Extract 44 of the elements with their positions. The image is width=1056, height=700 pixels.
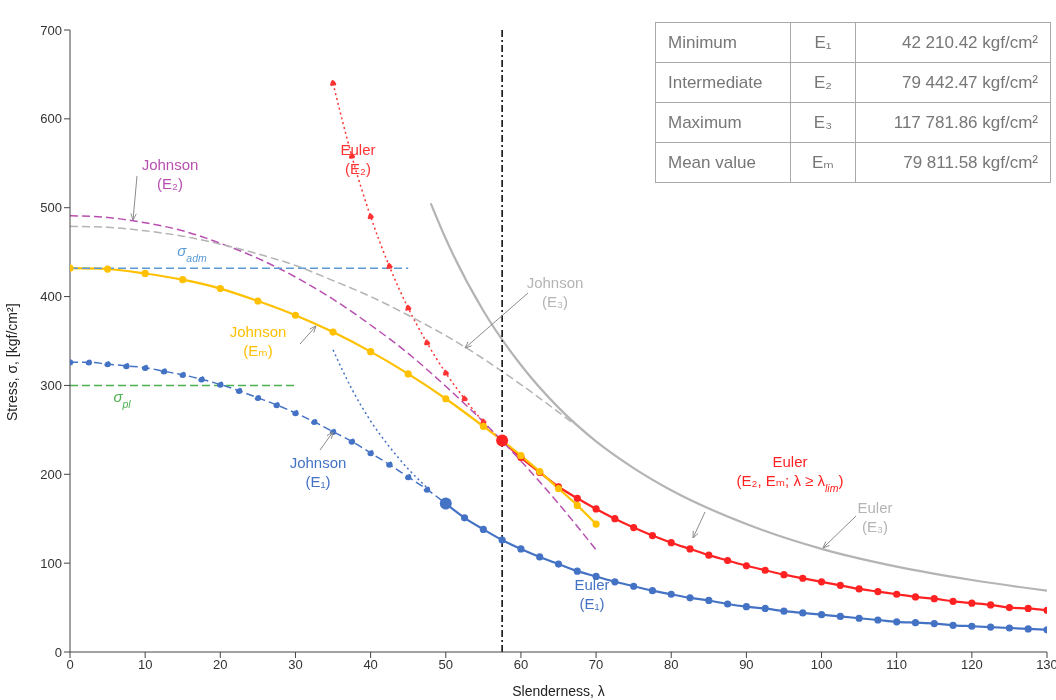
annotation: 79 442.47 kgf/cm² [855, 62, 1051, 103]
series-label: Johnson (E₂) [141, 156, 199, 192]
x-tick-label: 90 [739, 657, 754, 673]
annotation: Mean value [655, 142, 791, 183]
x-tick-label: 110 [886, 657, 908, 673]
annotation: 42 210.42 kgf/cm² [855, 22, 1051, 63]
y-tick-label: 700 [40, 22, 62, 38]
series-label: σ$_{pl}$ [113, 388, 132, 410]
annotation: 117 781.86 kgf/cm² [855, 102, 1051, 143]
y-tick-label: 100 [40, 555, 62, 571]
annotation: Maximum [655, 102, 791, 143]
x-tick-label: 10 [137, 657, 153, 673]
annotation: E₁ [790, 22, 856, 63]
y-tick-label: 0 [54, 644, 62, 660]
series-label: σ$_{adm}$ [177, 242, 207, 264]
annotation: E₂ [790, 62, 856, 103]
y-tick-label: 200 [40, 466, 62, 482]
annotation: Minimum [655, 22, 791, 63]
x-tick-label: 120 [960, 657, 983, 673]
series-label: Johnson (Eₘ) [229, 323, 287, 359]
y-tick-label: 400 [40, 289, 62, 305]
x-axis-title: Slenderness, λ [512, 683, 605, 699]
series-label: Euler (E₂) [340, 141, 376, 177]
text: Euler (E₂, Eₘ; λ ≥ λ$_{lim}$) [736, 453, 844, 494]
x-tick-label: 30 [288, 657, 303, 673]
y-tick-label: 500 [40, 200, 62, 216]
annotation: 79 811.58 kgf/cm² [855, 142, 1051, 183]
y-axis-title: Stress, σ, [kgf/cm²] [3, 303, 20, 421]
x-tick-label: 100 [810, 657, 833, 673]
annotation: Intermediate [655, 62, 791, 103]
x-tick-label: 70 [588, 657, 604, 673]
x-tick-label: 20 [213, 657, 228, 673]
annotation: E₃ [790, 102, 856, 143]
x-tick-label: 40 [363, 657, 378, 673]
series-label: Euler (E₃) [857, 499, 893, 535]
x-tick-label: 0 [66, 657, 74, 673]
text: Johnson (E₃) [526, 274, 584, 310]
y-tick-label: 600 [40, 111, 62, 127]
annotation: Eₘ [790, 142, 856, 183]
x-tick-label: 60 [513, 657, 529, 673]
x-tick-label: 50 [438, 657, 453, 673]
series-label: Johnson (E₁) [289, 454, 347, 490]
y-tick-label: 300 [40, 378, 62, 394]
x-tick-label: 80 [664, 657, 679, 673]
